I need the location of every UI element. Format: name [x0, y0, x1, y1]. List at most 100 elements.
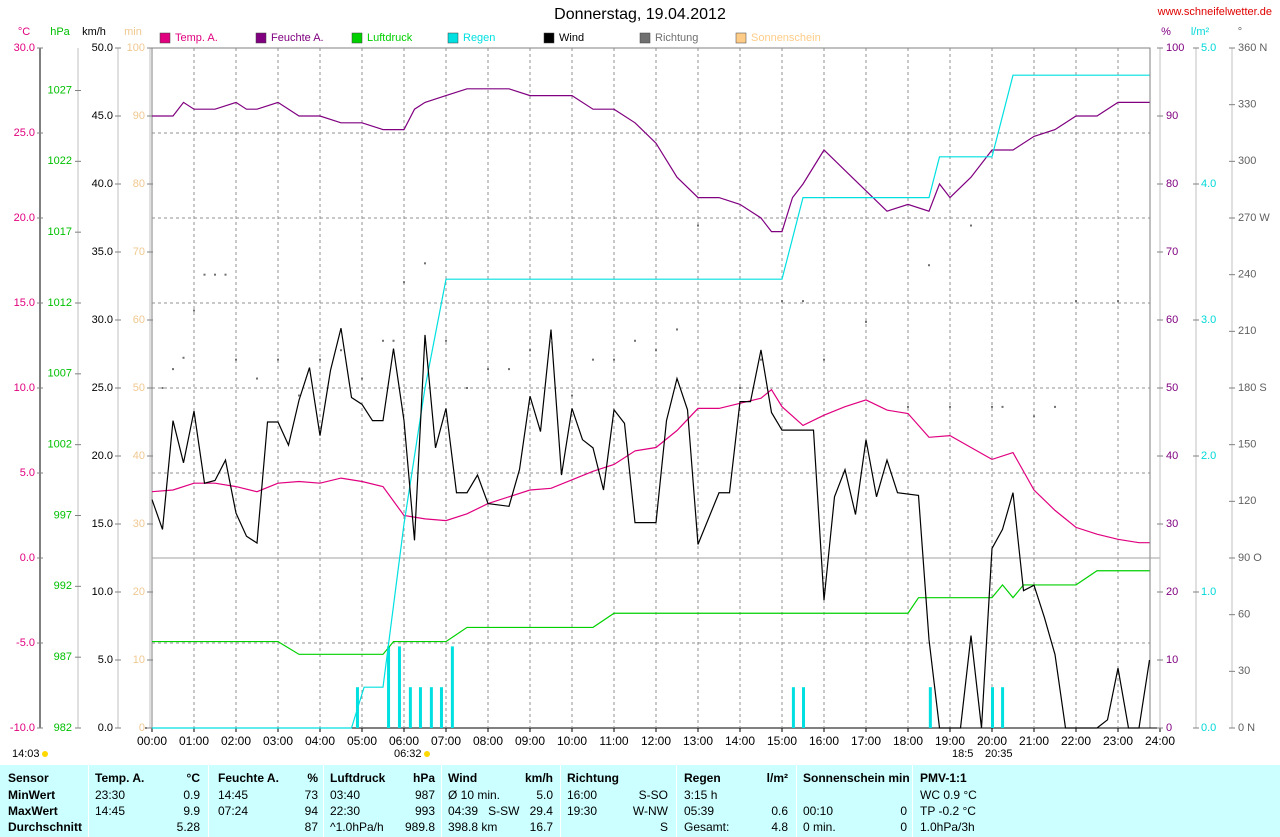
- cell-text: Temp. A.: [95, 771, 145, 785]
- y-tick-label: 300: [1238, 155, 1256, 167]
- direction-dot: [697, 224, 699, 227]
- x-tick-label: 07:00: [431, 734, 461, 748]
- column-divider: [912, 765, 913, 837]
- direction-dot: [445, 339, 447, 342]
- y-tick-label: 5.0: [1201, 42, 1216, 54]
- y-tick-label: 1017: [48, 226, 72, 238]
- x-tick-label: 16:00: [809, 734, 839, 748]
- axis-unit: °: [1238, 26, 1242, 38]
- rain-bar: [1001, 687, 1005, 728]
- table-cell: Sonnenschein min: [803, 770, 910, 786]
- x-tick-label: 15:00: [767, 734, 797, 748]
- cell-text: 398.8 km: [448, 820, 498, 834]
- y-tick-label: 1.0: [1201, 586, 1216, 598]
- y-tick-label: 60: [1166, 314, 1178, 326]
- cell-text: 03:40: [330, 788, 361, 802]
- direction-dot: [1117, 300, 1119, 303]
- y-tick-label: 1007: [48, 368, 72, 380]
- y-tick-label: 25.0: [14, 127, 35, 139]
- y-tick-label: 997: [54, 509, 72, 521]
- table-cell: Richtung: [567, 770, 668, 786]
- cell-text: WC 0.9 °C: [920, 788, 977, 802]
- y-tick-label: 0.0: [20, 552, 35, 564]
- direction-dot: [970, 224, 972, 227]
- direction-dot: [392, 339, 395, 342]
- x-tick-label: 01:00: [179, 734, 209, 748]
- y-tick-label: 4.0: [1201, 178, 1216, 190]
- table-cell: 14:45 9.9: [95, 803, 200, 819]
- x-tick-label: 21:00: [1019, 734, 1049, 748]
- direction-dot: [487, 368, 489, 371]
- cell-text: Feuchte A.: [218, 771, 279, 785]
- table-cell: 398.8 km 16.7: [448, 819, 553, 835]
- cell-text: 0.9: [183, 788, 200, 802]
- x-tick-label: 12:00: [641, 734, 671, 748]
- cell-text: 00:10: [803, 804, 834, 818]
- rain-bar: [439, 687, 443, 728]
- rain-bar: [991, 687, 994, 728]
- y-tick-label: 100: [127, 42, 145, 54]
- cell-text: 0.6: [771, 804, 788, 818]
- table-cell: 23:30 0.9: [95, 787, 200, 803]
- y-tick-label: -5.0: [16, 637, 35, 649]
- direction-dot: [466, 387, 468, 389]
- y-tick-label: 90: [1166, 110, 1178, 122]
- x-tick-label: 06:00: [389, 734, 419, 748]
- table-cell: Regen l/m²: [684, 770, 788, 786]
- table-cell: 22:30 993: [330, 803, 435, 819]
- y-tick-label: 150: [1238, 439, 1256, 451]
- y-tick-label: 0: [139, 722, 145, 734]
- table-cell: Wind km/h: [448, 770, 553, 786]
- direction-dot: [865, 320, 867, 323]
- y-tick-label: 40: [133, 450, 145, 462]
- cell-text: MaxWert: [8, 804, 58, 818]
- cell-text: W-NW: [632, 804, 668, 818]
- cell-text: 87: [304, 820, 318, 834]
- y-tick-label: 50.0: [92, 42, 113, 54]
- series-line: [152, 74, 1150, 729]
- direction-dot: [991, 405, 993, 408]
- legend-label: Temp. A.: [175, 32, 218, 44]
- direction-dot: [298, 394, 300, 397]
- y-tick-label: 210: [1238, 325, 1256, 337]
- table-cell: 03:40 987: [330, 787, 435, 803]
- direction-dot: [508, 368, 510, 371]
- y-tick-label: 10: [133, 654, 145, 666]
- summary-table: Sensor Temp. A. °C Feuchte A.% Luftdruck hPa W…: [0, 765, 1280, 837]
- y-tick-label: 20: [133, 586, 145, 598]
- axis-unit: %: [1161, 26, 1171, 38]
- direction-dot: [214, 273, 216, 276]
- y-tick-label: 70: [133, 246, 145, 258]
- direction-dot: [172, 368, 174, 371]
- axis-unit: hPa: [50, 26, 70, 38]
- cell-text: 1.0hPa/3h: [920, 820, 975, 834]
- series-line: [151, 388, 1150, 544]
- y-tick-label: 330: [1238, 99, 1256, 111]
- table-cell: TP -0.2 °C: [920, 803, 1030, 819]
- direction-dot: [403, 281, 405, 284]
- y-tick-label: 15.0: [92, 518, 113, 530]
- cell-text: 0: [900, 804, 907, 818]
- table-cell: 16:00 S-SO: [567, 787, 668, 803]
- direction-dot: [203, 273, 206, 276]
- cell-text: PMV-1:1: [920, 771, 967, 785]
- y-tick-label: 10.0: [14, 382, 35, 394]
- y-tick-label: 60: [133, 314, 145, 326]
- annotation: 14:03: [12, 748, 40, 760]
- y-tick-label: 50: [1166, 382, 1178, 394]
- table-cell: ^1.0hPa/h 989.8: [330, 819, 435, 835]
- direction-dot: [739, 387, 741, 389]
- cell-text: 16.7: [529, 820, 553, 834]
- x-tick-label: 14:00: [725, 734, 755, 748]
- y-tick-label: 0: [1166, 722, 1172, 734]
- cell-text: Richtung: [567, 771, 619, 785]
- x-tick-label: 00:00: [137, 734, 167, 748]
- cell-text: Wind: [448, 771, 478, 785]
- table-cell: Gesamt: 4.8: [684, 819, 788, 835]
- y-tick-label: 60: [1238, 609, 1250, 621]
- direction-dot: [529, 349, 531, 352]
- rain-bar: [802, 687, 805, 728]
- cell-text: 5.28: [176, 820, 200, 834]
- x-tick-label: 13:00: [683, 734, 713, 748]
